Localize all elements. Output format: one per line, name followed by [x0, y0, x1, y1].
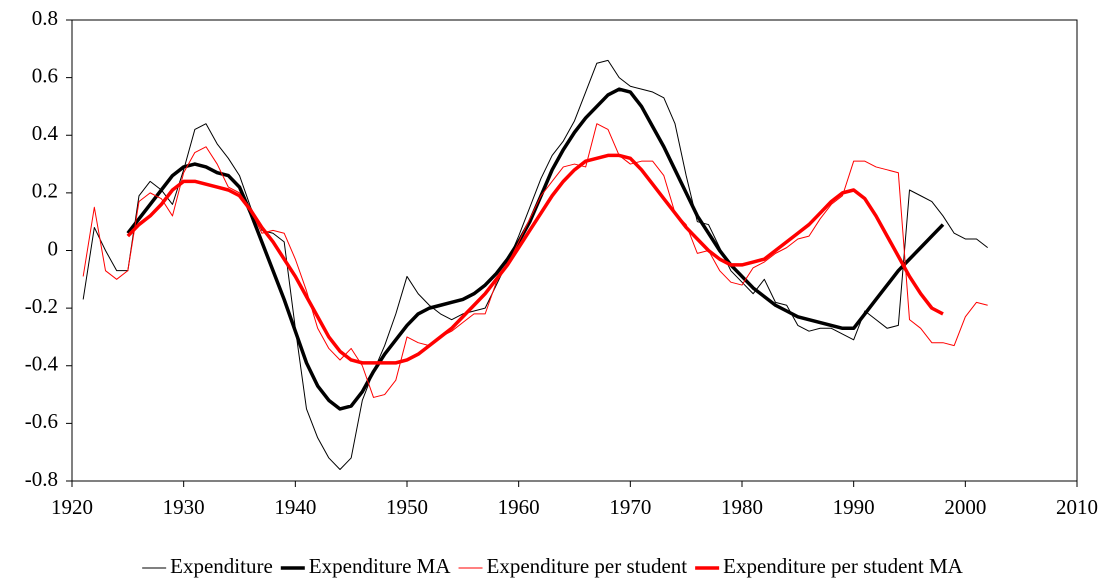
legend-label: Expenditure MA [309, 554, 452, 578]
x-tick-label: 1920 [51, 495, 93, 519]
legend-label: Expenditure [170, 554, 273, 578]
x-tick-label: 2000 [944, 495, 986, 519]
y-tick-label: 0.2 [32, 179, 58, 203]
x-tick-label: 1960 [498, 495, 540, 519]
legend-label: Expenditure per student MA [723, 554, 964, 578]
y-tick-label: 0.8 [32, 6, 58, 30]
series-line [82, 59, 988, 470]
x-tick-label: 1970 [609, 495, 651, 519]
legend-label: Expenditure per student [487, 554, 688, 578]
x-tick-label: 1990 [833, 495, 875, 519]
y-tick-label: -0.6 [25, 409, 58, 433]
x-tick-label: 2010 [1056, 495, 1098, 519]
y-tick-label: -0.8 [25, 467, 58, 491]
x-tick-label: 1980 [721, 495, 763, 519]
y-tick-label: -0.2 [25, 294, 58, 318]
y-tick-label: 0.4 [32, 121, 59, 145]
series-line [126, 153, 944, 365]
series-line [126, 87, 945, 411]
y-tick-label: 0 [48, 236, 59, 260]
y-tick-label: 0.6 [32, 63, 58, 87]
series-line [82, 123, 988, 398]
x-tick-label: 1950 [386, 495, 428, 519]
plot-frame [71, 19, 1078, 482]
x-tick-label: 1930 [163, 495, 205, 519]
x-tick-label: 1940 [274, 495, 316, 519]
y-tick-label: -0.4 [25, 352, 59, 376]
